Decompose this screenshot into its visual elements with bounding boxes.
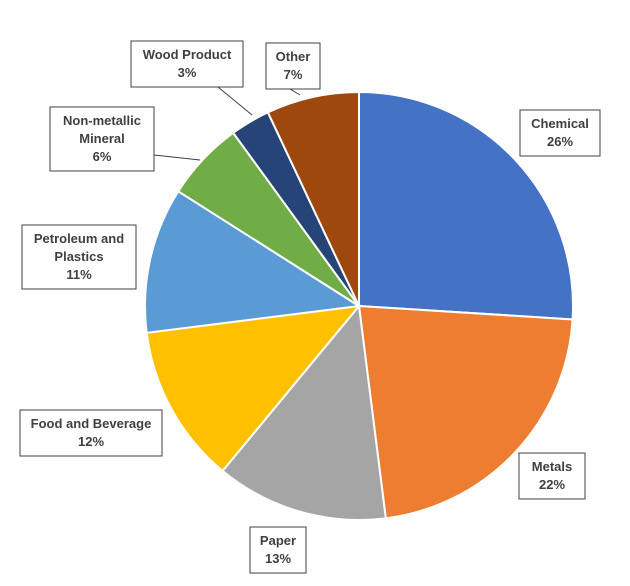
data-label: Petroleum and Plastics 11% bbox=[34, 231, 124, 282]
pie-slice-chemical bbox=[358, 90, 574, 321]
leader-line bbox=[153, 154, 201, 161]
pie-slice-paper bbox=[221, 303, 387, 521]
data-label-box bbox=[518, 452, 586, 500]
data-label-box bbox=[519, 109, 601, 157]
leader-line bbox=[217, 86, 253, 116]
data-label: Chemical 26% bbox=[531, 116, 589, 149]
leader-lines bbox=[153, 86, 301, 161]
leader-line bbox=[289, 88, 301, 96]
data-label-box bbox=[19, 409, 163, 457]
data-label: Wood Product 3% bbox=[143, 47, 232, 80]
pie-slice-metals bbox=[357, 304, 574, 520]
data-label-box bbox=[49, 106, 155, 172]
data-label: Food and Beverage 12% bbox=[31, 416, 152, 449]
data-label-box bbox=[130, 40, 244, 88]
data-label-box bbox=[265, 42, 321, 90]
data-label: Metals 22% bbox=[532, 459, 572, 492]
data-label: Other 7% bbox=[276, 49, 311, 82]
data-labels: Chemical 26% Metals 22% Paper 13% Food and Bev… bbox=[19, 40, 601, 574]
data-label: Non-metallic Mineral 6% bbox=[63, 113, 141, 164]
data-label-box bbox=[249, 526, 307, 574]
pie-slice-petroleum-and-plastics bbox=[144, 189, 362, 334]
pie-slices bbox=[144, 90, 574, 521]
data-label: Paper 13% bbox=[260, 533, 296, 566]
data-label-box bbox=[21, 224, 137, 290]
pie-slice-food-and-beverage bbox=[145, 304, 362, 473]
pie-slice-other bbox=[266, 90, 360, 307]
